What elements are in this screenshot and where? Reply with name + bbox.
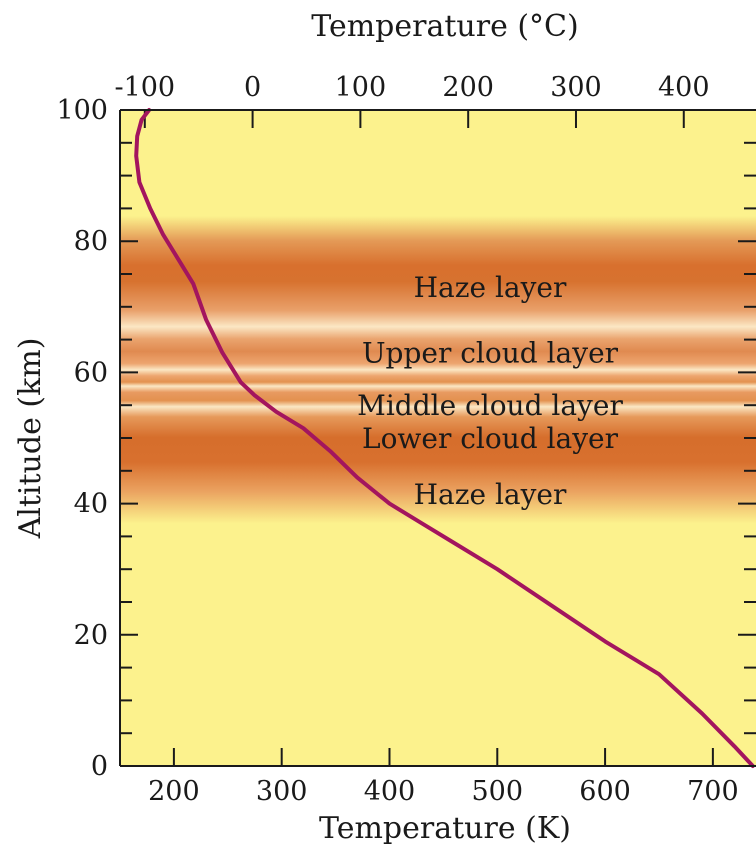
- x2-tick-label: 200: [442, 72, 494, 103]
- y-tick-label: 0: [91, 751, 108, 782]
- x-tick-label: 200: [148, 776, 200, 807]
- temperature-profile-line: [134, 108, 755, 768]
- x2-tick-label: 100: [335, 72, 387, 103]
- x2-tick-label: 0: [244, 72, 261, 103]
- x-axis-title: Temperature (K): [319, 811, 571, 846]
- x-tick-label: 400: [364, 776, 416, 807]
- x-tick-label: 600: [579, 776, 631, 807]
- y-tick-label: 60: [74, 357, 108, 388]
- x2-axis-title: Temperature (°C): [311, 9, 578, 44]
- x2-tick-label: 300: [550, 72, 602, 103]
- axis-ticks: [120, 109, 756, 767]
- layer-labels: Haze layer Upper cloud layer Middle cloud …: [357, 271, 623, 511]
- x-tick-label: 500: [472, 776, 524, 807]
- y-tick-label: 40: [74, 489, 108, 520]
- layer-label: Haze layer: [414, 271, 567, 304]
- y-tick-label: 20: [74, 620, 108, 651]
- y-tick-label: 100: [56, 95, 108, 126]
- y-tick-label: 80: [74, 226, 108, 257]
- x2-tick-label: -100: [114, 72, 175, 103]
- axis-tick-labels: 200 300 400 500 600 700 -100 0 100 200 300 400 0 20 40…: [56, 72, 738, 807]
- x-tick-label: 300: [256, 776, 308, 807]
- layer-label: Haze layer: [414, 478, 567, 511]
- cloud-haze-bands: [120, 175, 756, 585]
- x2-tick-label: 400: [658, 72, 710, 103]
- layer-label: Lower cloud layer: [362, 422, 619, 455]
- layer-label: Middle cloud layer: [357, 389, 623, 422]
- layer-label: Upper cloud layer: [362, 337, 619, 370]
- x-tick-label: 700: [687, 776, 739, 807]
- y-axis-title: Altitude (km): [13, 338, 48, 540]
